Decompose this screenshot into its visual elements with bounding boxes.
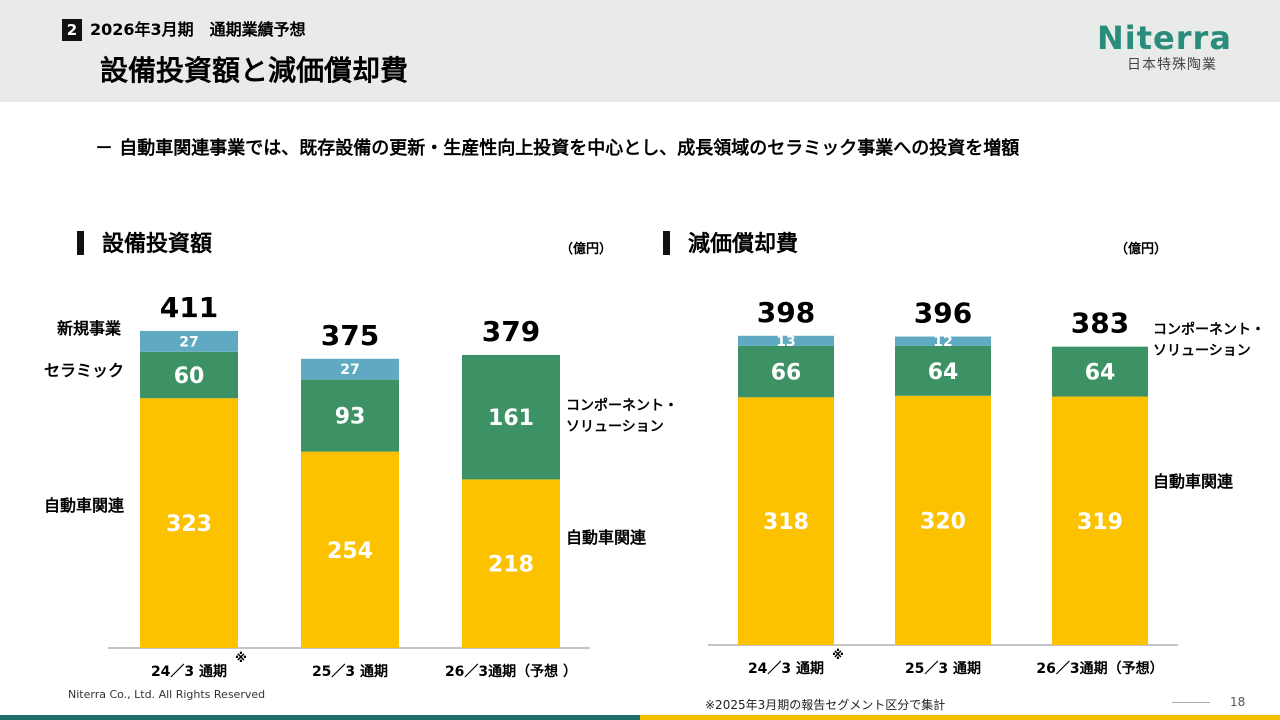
depreciation-total-label: 398 (757, 296, 815, 329)
page-number: 18 (1230, 695, 1246, 709)
capex-bar-segment (301, 451, 399, 648)
capex-segment-value-label: 27 (340, 362, 359, 378)
depreciation-segment-value-label: 64 (928, 360, 959, 385)
capex-segment-name-right: 自動車関連 (566, 528, 647, 547)
capex-unit-label: （億円） (560, 242, 613, 257)
depreciation-segment-name-right: 自動車関連 (1153, 472, 1234, 491)
depreciation-bar-segment (738, 397, 834, 645)
depreciation-segment-name-right: コンポーネント・ (1153, 321, 1265, 338)
depreciation-bar-segment (738, 335, 834, 346)
depreciation-bar-segment (895, 336, 991, 346)
capex-segment-name-left: 新規事業 (57, 319, 122, 338)
capex-category-label: 26／3通期（予想 ） (445, 663, 577, 680)
footer-band-yellow (640, 715, 1280, 720)
depreciation-total-label: 383 (1071, 307, 1129, 340)
capex-total-label: 379 (482, 315, 540, 348)
depreciation-segment-value-label: 319 (1077, 510, 1123, 535)
niterra-logo: Niterra 日本特殊陶業 (1097, 20, 1247, 84)
capex-segment-value-label: 218 (488, 553, 534, 578)
capex-segment-value-label: 254 (327, 539, 373, 564)
capex-segment-value-label: 161 (488, 406, 534, 431)
capex-segment-value-label: 323 (166, 512, 212, 537)
capex-segment-value-label: 60 (174, 364, 205, 389)
capex-bar-segment (140, 330, 238, 352)
capex-segment-name-left: 自動車関連 (44, 496, 125, 515)
depreciation-segment-value-label: 320 (920, 509, 966, 534)
capex-category-label: 24／3 通期 (151, 664, 227, 680)
title-marker (77, 231, 84, 255)
depreciation-segment-name-right: ソリューション (1153, 343, 1251, 359)
header-band (0, 0, 1280, 102)
capex-bar-segment (462, 479, 560, 648)
depreciation-unit-label: （億円） (1115, 242, 1168, 257)
capex-chart-title: 設備投資額 (77, 230, 212, 260)
depreciation-bar-segment (1052, 396, 1148, 645)
capex-segment-name-left: セラミック (44, 361, 124, 380)
depreciation-category-label: 26／3通期（予想） (1036, 660, 1163, 677)
capex-segment-value-label: 27 (179, 334, 198, 350)
depreciation-category-label: 25／3 通期 (905, 661, 981, 677)
depreciation-category-note-mark: ※ (832, 648, 844, 662)
capex-category-note-mark: ※ (235, 651, 247, 665)
depreciation-bar-segment (1052, 346, 1148, 397)
depreciation-segment-value-label: 13 (776, 334, 795, 350)
page-number-rule (1172, 702, 1210, 703)
depreciation-bar-segment (895, 345, 991, 396)
depreciation-bar-segment (895, 395, 991, 645)
depreciation-category-label: 24／3 通期 (748, 661, 824, 677)
capex-segment-name-right: ソリューション (566, 419, 664, 435)
capex-bar-segment (140, 398, 238, 648)
summary-bullet: － 自動車関連事業では、既存設備の更新・生産性向上投資を中心とし、成長領域のセラ… (95, 138, 1020, 159)
capex-segment-value-label: 93 (335, 405, 366, 430)
section-number-badge: 2 (62, 19, 82, 41)
page-title: 設備投資額と減価償却費 (100, 54, 409, 87)
depreciation-total-label: 396 (914, 297, 972, 330)
capex-bar-segment (140, 351, 238, 399)
capex-bar-segment (301, 358, 399, 380)
title-marker (663, 231, 670, 255)
depreciation-segment-value-label: 12 (933, 334, 952, 350)
logo-subtitle: 日本特殊陶業 (1127, 57, 1217, 73)
logo-wordmark: Niterra (1097, 19, 1232, 57)
depreciation-chart-title: 減価償却費 (663, 230, 798, 260)
capex-bar-segment (301, 379, 399, 452)
depreciation-bar-segment (738, 345, 834, 398)
copyright-text: Niterra Co., Ltd. All Rights Reserved (68, 688, 266, 701)
capex-total-label: 375 (321, 319, 379, 352)
depreciation-segment-value-label: 64 (1085, 361, 1116, 386)
depreciation-title-text: 減価償却費 (688, 232, 799, 257)
capex-segment-name-right: コンポーネント・ (566, 397, 678, 414)
footer-band-teal (0, 715, 640, 720)
depreciation-segment-value-label: 318 (763, 510, 809, 535)
section-label: 2026年3月期 通期業績予想 (90, 20, 306, 39)
capex-total-label: 411 (160, 291, 218, 324)
capex-title-text: 設備投資額 (102, 232, 213, 257)
capex-bar-segment (462, 354, 560, 480)
depreciation-segment-value-label: 66 (771, 361, 802, 386)
capex-category-label: 25／3 通期 (312, 664, 388, 680)
footnote: ※2025年3月期の報告セグメント区分で集計 (705, 698, 946, 712)
